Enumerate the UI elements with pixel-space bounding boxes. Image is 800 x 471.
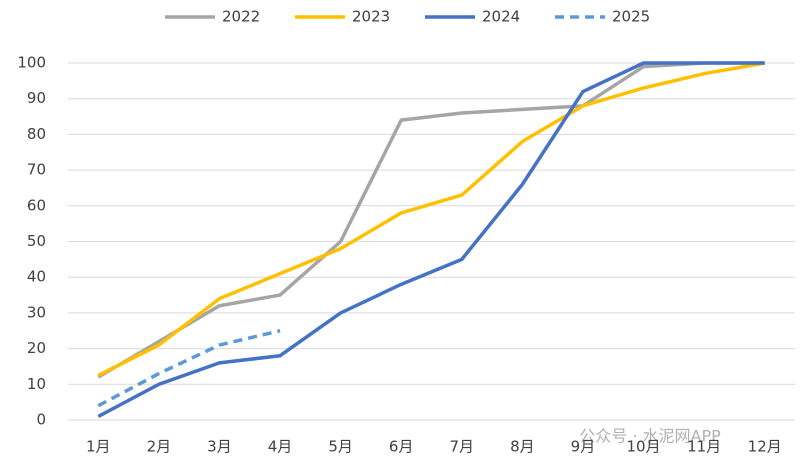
x-tick-label: 8月 xyxy=(510,438,535,456)
y-tick-label: 0 xyxy=(36,411,46,429)
watermark: 公众号 · 水泥网APP xyxy=(579,427,721,446)
y-tick-label: 60 xyxy=(27,196,46,214)
legend-label: 2025 xyxy=(612,8,650,26)
series-line xyxy=(97,61,765,379)
series-line xyxy=(97,61,766,377)
y-tick-label: 50 xyxy=(27,232,46,250)
y-tick-label: 20 xyxy=(27,339,46,357)
x-tick-label: 4月 xyxy=(268,438,293,456)
legend-label: 2023 xyxy=(352,8,390,26)
y-tick-label: 30 xyxy=(27,303,46,321)
y-tick-label: 80 xyxy=(27,125,46,143)
x-tick-label: 11月 xyxy=(687,438,721,456)
x-tick-label: 2月 xyxy=(147,438,172,456)
legend-label: 2024 xyxy=(482,8,520,26)
series-line xyxy=(97,61,765,418)
x-tick-label: 5月 xyxy=(328,438,353,456)
y-tick-label: 10 xyxy=(27,375,46,393)
y-tick-label: 90 xyxy=(27,89,46,107)
x-tick-label: 7月 xyxy=(450,438,475,456)
x-tick-label: 12月 xyxy=(748,438,782,456)
y-tick-label: 40 xyxy=(27,268,46,286)
x-tick-label: 6月 xyxy=(389,438,414,456)
y-tick-label: 70 xyxy=(27,161,46,179)
series-line xyxy=(97,329,281,408)
x-tick-label: 10月 xyxy=(626,438,660,456)
x-tick-label: 1月 xyxy=(86,438,111,456)
y-tick-label: 100 xyxy=(17,54,46,72)
x-tick-label: 9月 xyxy=(571,438,596,456)
legend-label: 2022 xyxy=(222,8,260,26)
x-tick-label: 3月 xyxy=(207,438,232,456)
